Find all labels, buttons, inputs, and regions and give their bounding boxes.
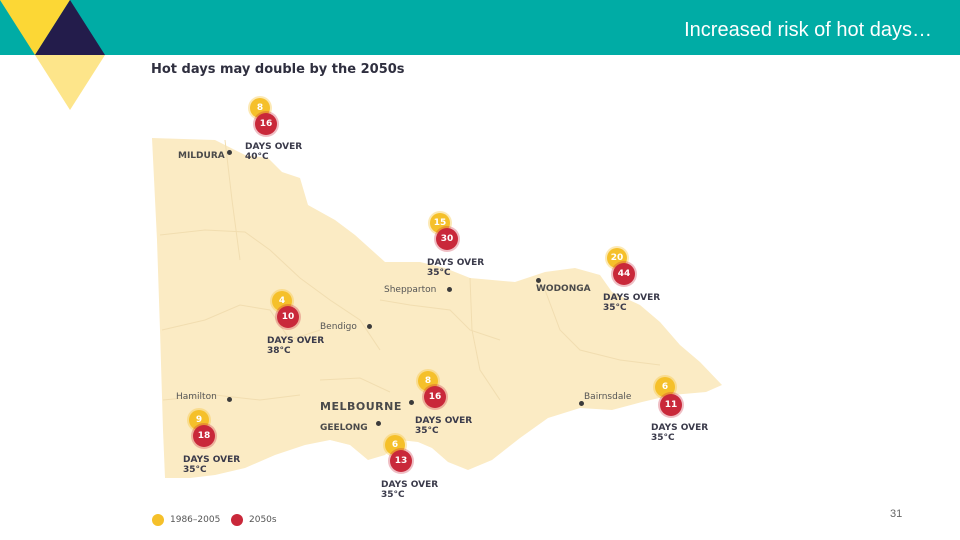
marker-mildura: 8 16 DAYS OVER 40°C — [245, 95, 325, 185]
boundary-line — [319, 377, 391, 393]
marker-label-line1: DAYS OVER — [651, 423, 709, 433]
place-label-bairnsdale: Bairnsdale — [584, 392, 632, 402]
future-sun-icon: 11 — [660, 394, 682, 416]
marker-melbourne: 8 16 DAYS OVER 35°C — [415, 370, 495, 460]
place-label-wodonga: WODONGA — [536, 284, 591, 294]
boundary-line — [269, 249, 381, 351]
map-title: Hot days may double by the 2050s — [151, 62, 405, 77]
place-label-hamilton: Hamilton — [176, 392, 217, 402]
future-sun-icon: 16 — [255, 113, 277, 135]
marker-label-line2: 35°C — [603, 303, 627, 313]
marker-label-line1: DAYS OVER — [381, 480, 439, 490]
slide-title: Increased risk of hot days… — [684, 19, 932, 41]
deco-triangle-yellow-bottom — [35, 55, 105, 110]
marker-hamilton: 9 18 DAYS OVER 35°C — [183, 408, 263, 498]
boundary-line — [161, 304, 321, 341]
baseline-sun-icon: 6 — [655, 377, 675, 397]
boundary-line — [162, 394, 301, 401]
marker-label-line2: 35°C — [415, 426, 439, 436]
place-dot-wodonga — [536, 278, 541, 283]
district-boundaries — [159, 139, 661, 401]
legend-future-swatch — [231, 514, 243, 526]
future-sun-icon: 30 — [436, 228, 458, 250]
place-dot-bairnsdale — [579, 401, 584, 406]
marker-label-line1: DAYS OVER — [415, 416, 473, 426]
marker-shepparton: 15 30 DAYS OVER 35°C — [427, 209, 507, 299]
place-dot-bendigo — [367, 324, 372, 329]
page-number: 31 — [890, 508, 903, 520]
header-background — [0, 0, 960, 55]
place-dot-mildura — [227, 150, 232, 155]
place-dot-melbourne — [409, 400, 414, 405]
marker-label-line2: 35°C — [427, 268, 451, 278]
header-bar — [0, 0, 960, 55]
marker-label-line1: DAYS OVER — [267, 336, 325, 346]
marker-wodonga: 20 44 DAYS OVER 35°C — [603, 245, 683, 335]
marker-bendigo: 4 10 DAYS OVER 38°C — [267, 288, 347, 378]
marker-geelong: 6 13 DAYS OVER 35°C — [381, 433, 461, 523]
place-label-melbourne: MELBOURNE — [320, 400, 402, 413]
place-label-bendigo: Bendigo — [320, 322, 357, 332]
deco-triangle-yellow-left — [0, 0, 70, 55]
future-sun-icon: 16 — [424, 386, 446, 408]
place-label-mildura: MILDURA — [178, 151, 225, 161]
boundary-line — [159, 229, 271, 251]
marker-label-line1: DAYS OVER — [427, 258, 485, 268]
marker-label-line2: 35°C — [381, 490, 405, 500]
legend-baseline-swatch — [152, 514, 164, 526]
place-label-geelong: GEELONG — [320, 423, 368, 433]
future-sun-icon: 13 — [390, 450, 412, 472]
boundary-line — [379, 299, 501, 341]
place-dot-hamilton — [227, 397, 232, 402]
boundary-line — [544, 289, 661, 366]
decorative-triangles — [0, 0, 105, 110]
marker-label-line2: 40°C — [245, 152, 269, 162]
marker-label-line2: 35°C — [183, 465, 207, 475]
marker-label-line2: 35°C — [651, 433, 675, 443]
place-dot-geelong — [376, 421, 381, 426]
place-dot-shepparton — [447, 287, 452, 292]
marker-bairnsdale: 6 11 DAYS OVER 35°C — [651, 375, 731, 465]
marker-label-line1: DAYS OVER — [603, 293, 661, 303]
marker-label-line1: DAYS OVER — [183, 455, 241, 465]
place-label-shepparton: Shepparton — [384, 285, 437, 295]
future-sun-icon: 44 — [613, 263, 635, 285]
boundary-line — [469, 277, 501, 401]
future-sun-icon: 18 — [193, 425, 215, 447]
legend-future-label: 2050s — [249, 515, 277, 525]
boundary-line — [224, 139, 241, 261]
legend-baseline-label: 1986–2005 — [170, 515, 221, 525]
future-sun-icon: 10 — [277, 306, 299, 328]
deco-triangle-navy — [35, 0, 105, 55]
marker-label-line2: 38°C — [267, 346, 291, 356]
marker-label-line1: DAYS OVER — [245, 142, 303, 152]
